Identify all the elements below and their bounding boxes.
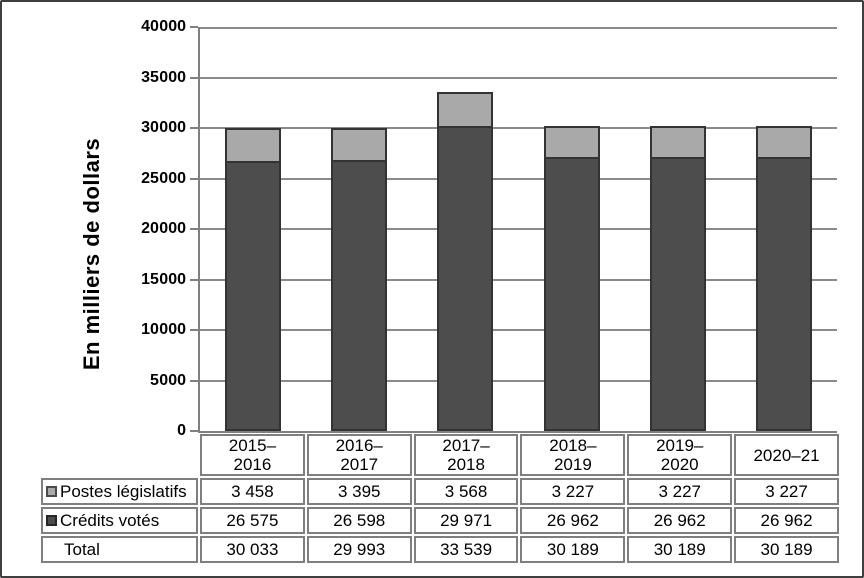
table-value-cell: 29 993	[306, 536, 412, 563]
table-row: Crédits votés 26 575 26 598 29 971 26 962 26 …	[41, 507, 839, 534]
y-axis-tick-mark	[190, 127, 198, 129]
bar-segment-postes-legislatifs	[543, 126, 600, 159]
table-header-cell: 2019– 2020	[627, 434, 733, 476]
table-value-cell: 29 971	[413, 507, 519, 534]
stacked-bar	[200, 27, 306, 431]
table-header-row: 2015– 2016 2016– 2017 2017– 2018 2018– 2019…	[41, 434, 839, 476]
y-axis-tick-label: 40 000	[141, 18, 186, 35]
table-value-cell: 33 539	[413, 536, 519, 563]
y-axis-tick-mark	[190, 430, 198, 432]
table-value-cell: 30 033	[200, 536, 305, 563]
bar-segment-credits-votes	[649, 158, 706, 431]
y-axis-tick-label: 25 000	[141, 169, 186, 187]
stacked-bar	[306, 27, 412, 431]
y-axis-tick-mark	[190, 26, 198, 28]
table-value-cell: 3 227	[627, 478, 733, 505]
table-header-cell: 2018– 2019	[520, 434, 626, 476]
gridline	[200, 177, 837, 180]
table-value-cell: 3 568	[413, 478, 519, 505]
table-value-cell: 3 227	[520, 478, 626, 505]
bar-segment-credits-votes	[437, 128, 494, 431]
stacked-bar	[519, 27, 625, 431]
table-row-label: Crédits votés	[41, 507, 198, 534]
gridline	[200, 278, 837, 281]
legend-swatch-dark-icon	[46, 515, 57, 526]
y-axis-tick-mark	[190, 177, 198, 180]
table-value-cell: 26 598	[306, 507, 412, 534]
table-value-cell: 3 227	[734, 478, 839, 505]
y-axis-tick-mark	[190, 278, 198, 281]
table-header-cell: 2016– 2017	[306, 434, 412, 476]
y-axis-tick-mark	[190, 228, 198, 230]
gridline	[200, 329, 837, 331]
table-value-cell: 30 189	[734, 536, 839, 563]
bar-segment-credits-votes	[331, 162, 388, 431]
gridline	[200, 228, 837, 230]
plot-area	[198, 27, 837, 433]
y-axis-tick-label: 35 000	[141, 68, 186, 86]
table-value-cell: 26 962	[520, 507, 626, 534]
table-value-cell: 3 458	[200, 478, 305, 505]
table-row-label-text: Crédits votés	[60, 510, 160, 530]
y-axis-tick-label: 30 000	[141, 119, 186, 136]
gridline	[200, 127, 837, 129]
stacked-bar	[412, 27, 518, 431]
bar-segment-postes-legislatifs	[649, 126, 706, 159]
gridline	[200, 76, 837, 79]
gridline	[200, 379, 837, 382]
y-axis-tick-mark	[190, 379, 198, 382]
bar-segment-credits-votes	[755, 158, 812, 431]
stacked-bar	[625, 27, 731, 431]
table-value-cell: 30 189	[520, 536, 626, 563]
y-axis-tick-label: 10 000	[141, 321, 186, 338]
table-value-cell: 30 189	[627, 536, 733, 563]
bar-segment-credits-votes	[225, 162, 282, 431]
bar-segment-postes-legislatifs	[331, 128, 388, 163]
table-row: Postes législatifs 3 458 3 395 3 568 3 227 3 …	[41, 478, 839, 505]
data-table: 2015– 2016 2016– 2017 2017– 2018 2018– 2019…	[41, 434, 839, 565]
table-row-label: Postes législatifs	[41, 478, 198, 505]
table-row: Total 30 033 29 993 33 539 30 189 30 189 30 18…	[41, 536, 839, 563]
table-value-cell: 3 395	[306, 478, 412, 505]
y-axis-tick-mark	[190, 329, 198, 331]
bar-segment-postes-legislatifs	[225, 127, 282, 163]
y-axis-tick-label: 5 000	[149, 371, 186, 389]
stacked-bar	[731, 27, 837, 431]
table-row-label-text: Total	[64, 539, 100, 559]
bar-segment-credits-votes	[543, 158, 600, 431]
y-axis-tick-mark	[190, 76, 198, 79]
table-header-spacer	[41, 434, 198, 476]
y-axis-tick-label: 0	[177, 422, 186, 439]
table-header-cell: 2017– 2018	[413, 434, 519, 476]
bars-layer	[200, 27, 837, 431]
table-value-cell: 26 575	[200, 507, 305, 534]
legend-swatch-light-icon	[46, 486, 57, 497]
bar-segment-postes-legislatifs	[755, 126, 812, 159]
table-row-label-text: Postes législatifs	[60, 481, 187, 501]
y-axis-tick-label: 15 000	[141, 270, 186, 288]
bar-segment-postes-legislatifs	[437, 92, 494, 129]
table-value-cell: 26 962	[627, 507, 733, 534]
table-row-label: Total	[41, 536, 198, 563]
gridline	[200, 27, 837, 29]
table-header-cell: 2020–21	[734, 434, 839, 476]
table-value-cell: 26 962	[734, 507, 839, 534]
y-axis-tick-label: 20 000	[141, 220, 186, 237]
table-header-cell: 2015– 2016	[200, 434, 305, 476]
